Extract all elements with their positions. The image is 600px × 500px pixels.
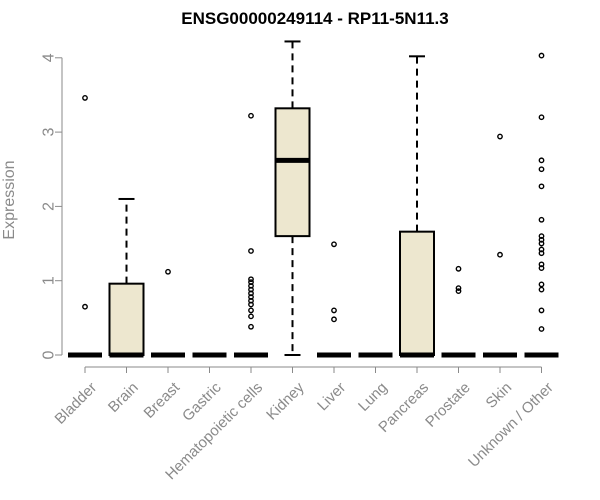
outlier-point — [248, 112, 254, 119]
box-body — [274, 107, 311, 238]
x-tick-label: Lung — [355, 379, 391, 415]
outlier-point — [82, 95, 88, 101]
outlier-point — [538, 216, 545, 223]
box-body — [108, 282, 145, 356]
outlier-point — [497, 251, 503, 258]
outlier-point — [248, 323, 254, 330]
box-kidney — [274, 40, 311, 356]
box-liver — [317, 241, 351, 358]
outlier-point — [497, 133, 503, 140]
chart-title: ENSG00000249114 - RP11-5N11.3 — [181, 9, 448, 28]
outlier-point — [538, 326, 545, 332]
box-unknown-other — [524, 52, 559, 358]
outlier-point — [538, 183, 545, 190]
outlier-point — [248, 276, 254, 283]
box-prostate — [441, 265, 476, 358]
y-axis: 0 1 2 3 4 — [41, 53, 63, 359]
box-body — [399, 230, 435, 356]
x-tick-label: Prostate — [422, 379, 474, 431]
outlier-point — [538, 166, 545, 173]
outlier-point — [538, 114, 545, 121]
outlier-point — [538, 281, 545, 288]
box-brain — [108, 197, 145, 358]
y-axis-label: Expression — [1, 160, 18, 239]
outlier-point — [538, 286, 545, 293]
outlier-point — [248, 307, 254, 314]
outlier-point — [538, 52, 545, 59]
outlier-point — [538, 307, 545, 314]
outlier-point — [455, 265, 462, 272]
box-bladder — [68, 95, 102, 358]
x-tick-label: Liver — [314, 379, 349, 414]
outlier-point — [538, 265, 545, 271]
y-tick-label: 1 — [41, 276, 58, 285]
x-tick-label: Brain — [105, 379, 142, 416]
boxes — [68, 40, 559, 358]
outlier-point — [248, 301, 254, 308]
outlier-point — [455, 288, 462, 295]
outlier-point — [331, 307, 337, 314]
x-tick-label: Skin — [483, 379, 516, 412]
x-tick-label: Bladder — [52, 379, 101, 428]
x-tick-label: Breast — [141, 379, 184, 422]
outlier-point — [538, 240, 545, 247]
outlier-point — [455, 285, 462, 292]
box-pancreas — [399, 55, 435, 358]
box-hematopoietic-cells — [234, 112, 268, 358]
x-tick-label: Kidney — [263, 379, 308, 424]
outlier-point — [538, 250, 545, 257]
box-skin — [483, 133, 517, 358]
outlier-point — [331, 316, 337, 323]
outlier-point — [248, 313, 254, 320]
box-breast — [151, 268, 185, 358]
outlier-point — [538, 157, 545, 164]
outlier-point — [248, 248, 254, 254]
outlier-point — [331, 241, 337, 248]
outlier-point — [82, 303, 88, 310]
y-tick-label: 2 — [41, 202, 58, 211]
y-tick-label: 3 — [41, 128, 58, 137]
outlier-point — [165, 268, 171, 275]
y-tick-label: 0 — [41, 350, 58, 359]
y-tick-label: 4 — [41, 53, 58, 62]
